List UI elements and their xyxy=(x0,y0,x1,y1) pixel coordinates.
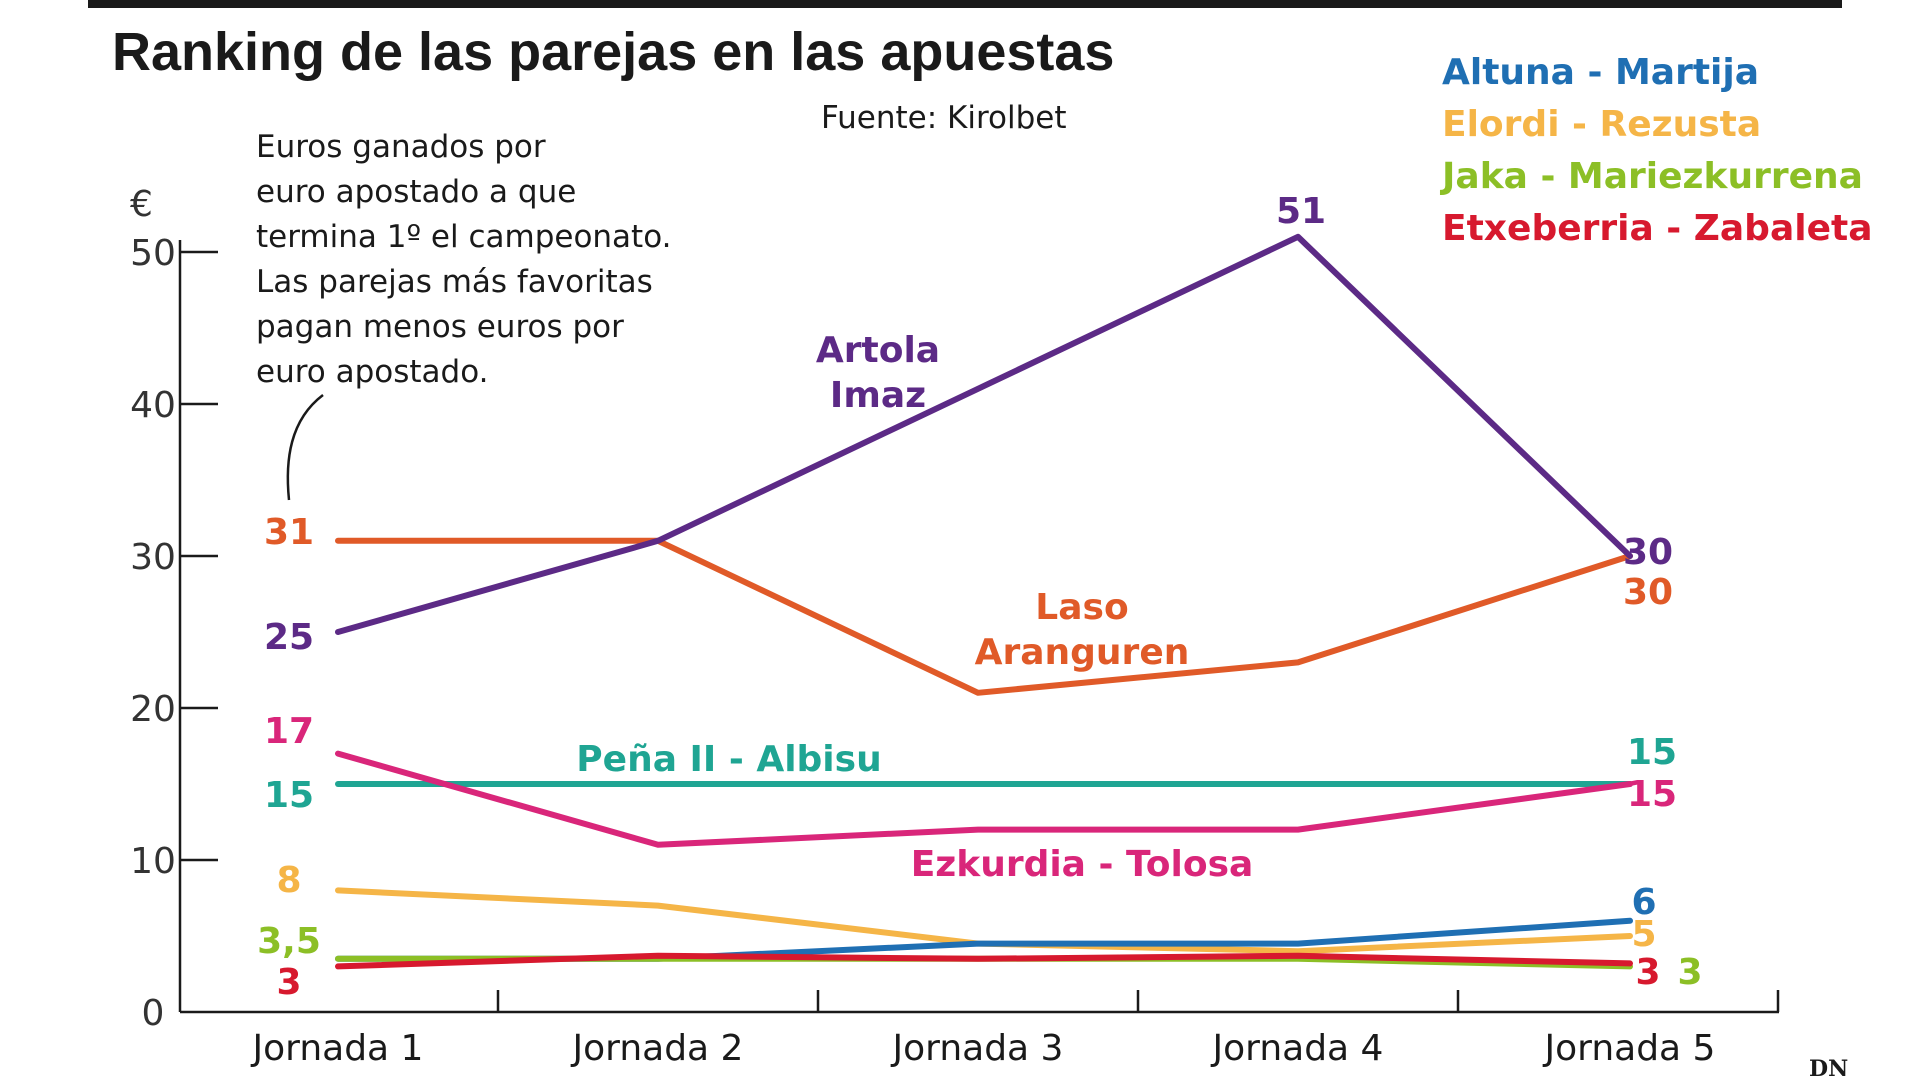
x-tick-label: Jornada 2 xyxy=(571,1028,744,1069)
legend-item: Etxeberria - Zabaleta xyxy=(1442,208,1873,249)
x-tick-label: Jornada 1 xyxy=(251,1028,424,1069)
end-value-label: 3 xyxy=(1635,952,1660,993)
end-value-label: 3 xyxy=(1677,952,1702,993)
start-value-label: 8 xyxy=(276,860,301,901)
start-value-label: 3 xyxy=(276,962,301,1003)
chart-note: Euros ganados por euro apostado a que term… xyxy=(256,129,672,390)
end-value-label: 30 xyxy=(1623,532,1673,573)
chart-title: Ranking de las parejas en las apuestas xyxy=(112,22,1114,82)
y-tick-label: 20 xyxy=(130,689,176,730)
series-name-label: Imaz xyxy=(830,375,926,416)
legend: Altuna - Martija Elordi - Rezusta Jaka - M… xyxy=(1439,52,1873,249)
y-tick-label: 40 xyxy=(130,385,176,426)
y-tick-label: 10 xyxy=(130,841,176,882)
start-value-label: 25 xyxy=(264,617,314,658)
start-value-label: 15 xyxy=(264,775,314,816)
start-value-label: 17 xyxy=(264,711,314,752)
note-line: pagan menos euros por xyxy=(256,309,624,345)
series-name-label: Peña II - Albisu xyxy=(576,739,881,780)
y-tick-label: 50 xyxy=(130,233,176,274)
chart-axes: 0 10 20 30 40 50 Jornada 1 Jornada 2 Jornada 3 Jo… xyxy=(130,233,1780,1069)
y-tick-label: 30 xyxy=(130,537,176,578)
series-name-label: Ezkurdia - Tolosa xyxy=(911,844,1254,885)
end-value-label: 30 xyxy=(1623,572,1673,613)
logo: DN xyxy=(1809,1056,1848,1080)
end-value-label: 5 xyxy=(1631,914,1656,955)
note-line: Las parejas más favoritas xyxy=(256,264,653,300)
note-line: euro apostado. xyxy=(256,354,489,390)
series-line-altuna-martija xyxy=(335,917,1633,962)
series-name-label: Laso xyxy=(1035,587,1128,628)
start-value-label: 31 xyxy=(264,512,314,553)
series-lines xyxy=(335,233,1633,970)
y-tick-label: 0 xyxy=(142,993,165,1034)
legend-item: Altuna - Martija xyxy=(1442,52,1759,93)
series-line-laso-aranguren xyxy=(335,537,1633,696)
note-pointer xyxy=(286,394,324,501)
series-line-etxeberria-zabaleta xyxy=(335,952,1633,970)
legend-item: Jaka - Mariezkurrena xyxy=(1439,156,1863,197)
peak-value-label: 51 xyxy=(1276,191,1326,232)
start-value-label: 3,5 xyxy=(257,921,321,962)
series-line-ezkurdia-tolosa xyxy=(335,750,1633,848)
note-line: termina 1º el campeonato. xyxy=(256,219,672,255)
series-line-artola-imaz xyxy=(335,233,1633,635)
chart-source: Fuente: Kirolbet xyxy=(821,100,1067,136)
series-name-label: Aranguren xyxy=(975,632,1190,673)
y-axis-unit: € xyxy=(130,184,153,225)
x-tick-label: Jornada 3 xyxy=(891,1028,1064,1069)
note-line: Euros ganados por xyxy=(256,129,546,165)
end-value-label: 15 xyxy=(1627,732,1677,773)
end-value-label: 6 xyxy=(1631,882,1656,923)
x-tick-label: Jornada 5 xyxy=(1543,1028,1716,1069)
note-line: euro apostado a que xyxy=(256,174,576,210)
legend-item: Elordi - Rezusta xyxy=(1442,104,1761,145)
x-tick-label: Jornada 4 xyxy=(1211,1028,1384,1069)
top-rule xyxy=(88,0,1842,8)
series-name-label: Artola xyxy=(816,330,940,371)
end-value-label: 15 xyxy=(1627,774,1677,815)
